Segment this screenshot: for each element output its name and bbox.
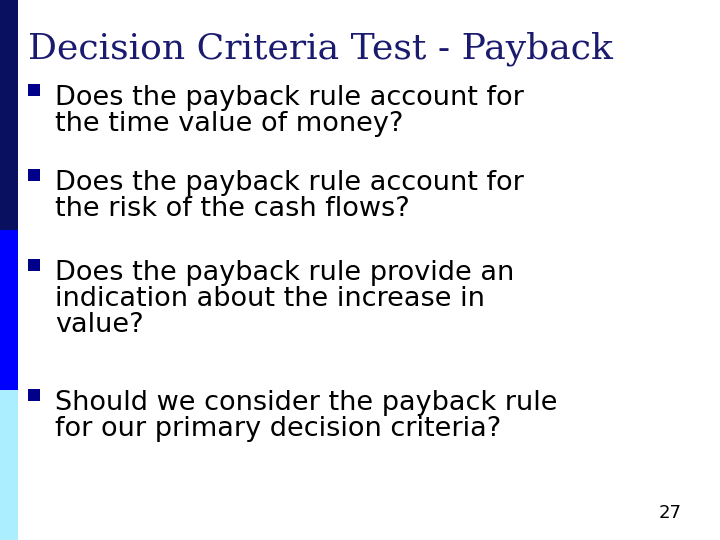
Bar	[0, 0, 18, 230]
Text: Does the payback rule provide an: Does the payback rule provide an	[55, 260, 514, 286]
Text: indication about the increase in: indication about the increase in	[55, 286, 485, 312]
Bar	[28, 84, 40, 96]
Text: Should we consider the payback rule: Should we consider the payback rule	[55, 390, 557, 416]
Bar	[0, 230, 18, 390]
Text: 27: 27	[659, 504, 682, 522]
Bar	[28, 389, 40, 401]
Text: value?: value?	[55, 312, 143, 338]
Text: for our primary decision criteria?: for our primary decision criteria?	[55, 416, 501, 442]
Text: the risk of the cash flows?: the risk of the cash flows?	[55, 196, 410, 222]
Text: Does the payback rule account for: Does the payback rule account for	[55, 170, 524, 196]
Text: the time value of money?: the time value of money?	[55, 111, 403, 137]
Bar	[28, 169, 40, 181]
Text: Decision Criteria Test - Payback: Decision Criteria Test - Payback	[28, 32, 613, 66]
Bar	[0, 390, 18, 540]
Bar	[28, 259, 40, 271]
Text: Does the payback rule account for: Does the payback rule account for	[55, 85, 524, 111]
